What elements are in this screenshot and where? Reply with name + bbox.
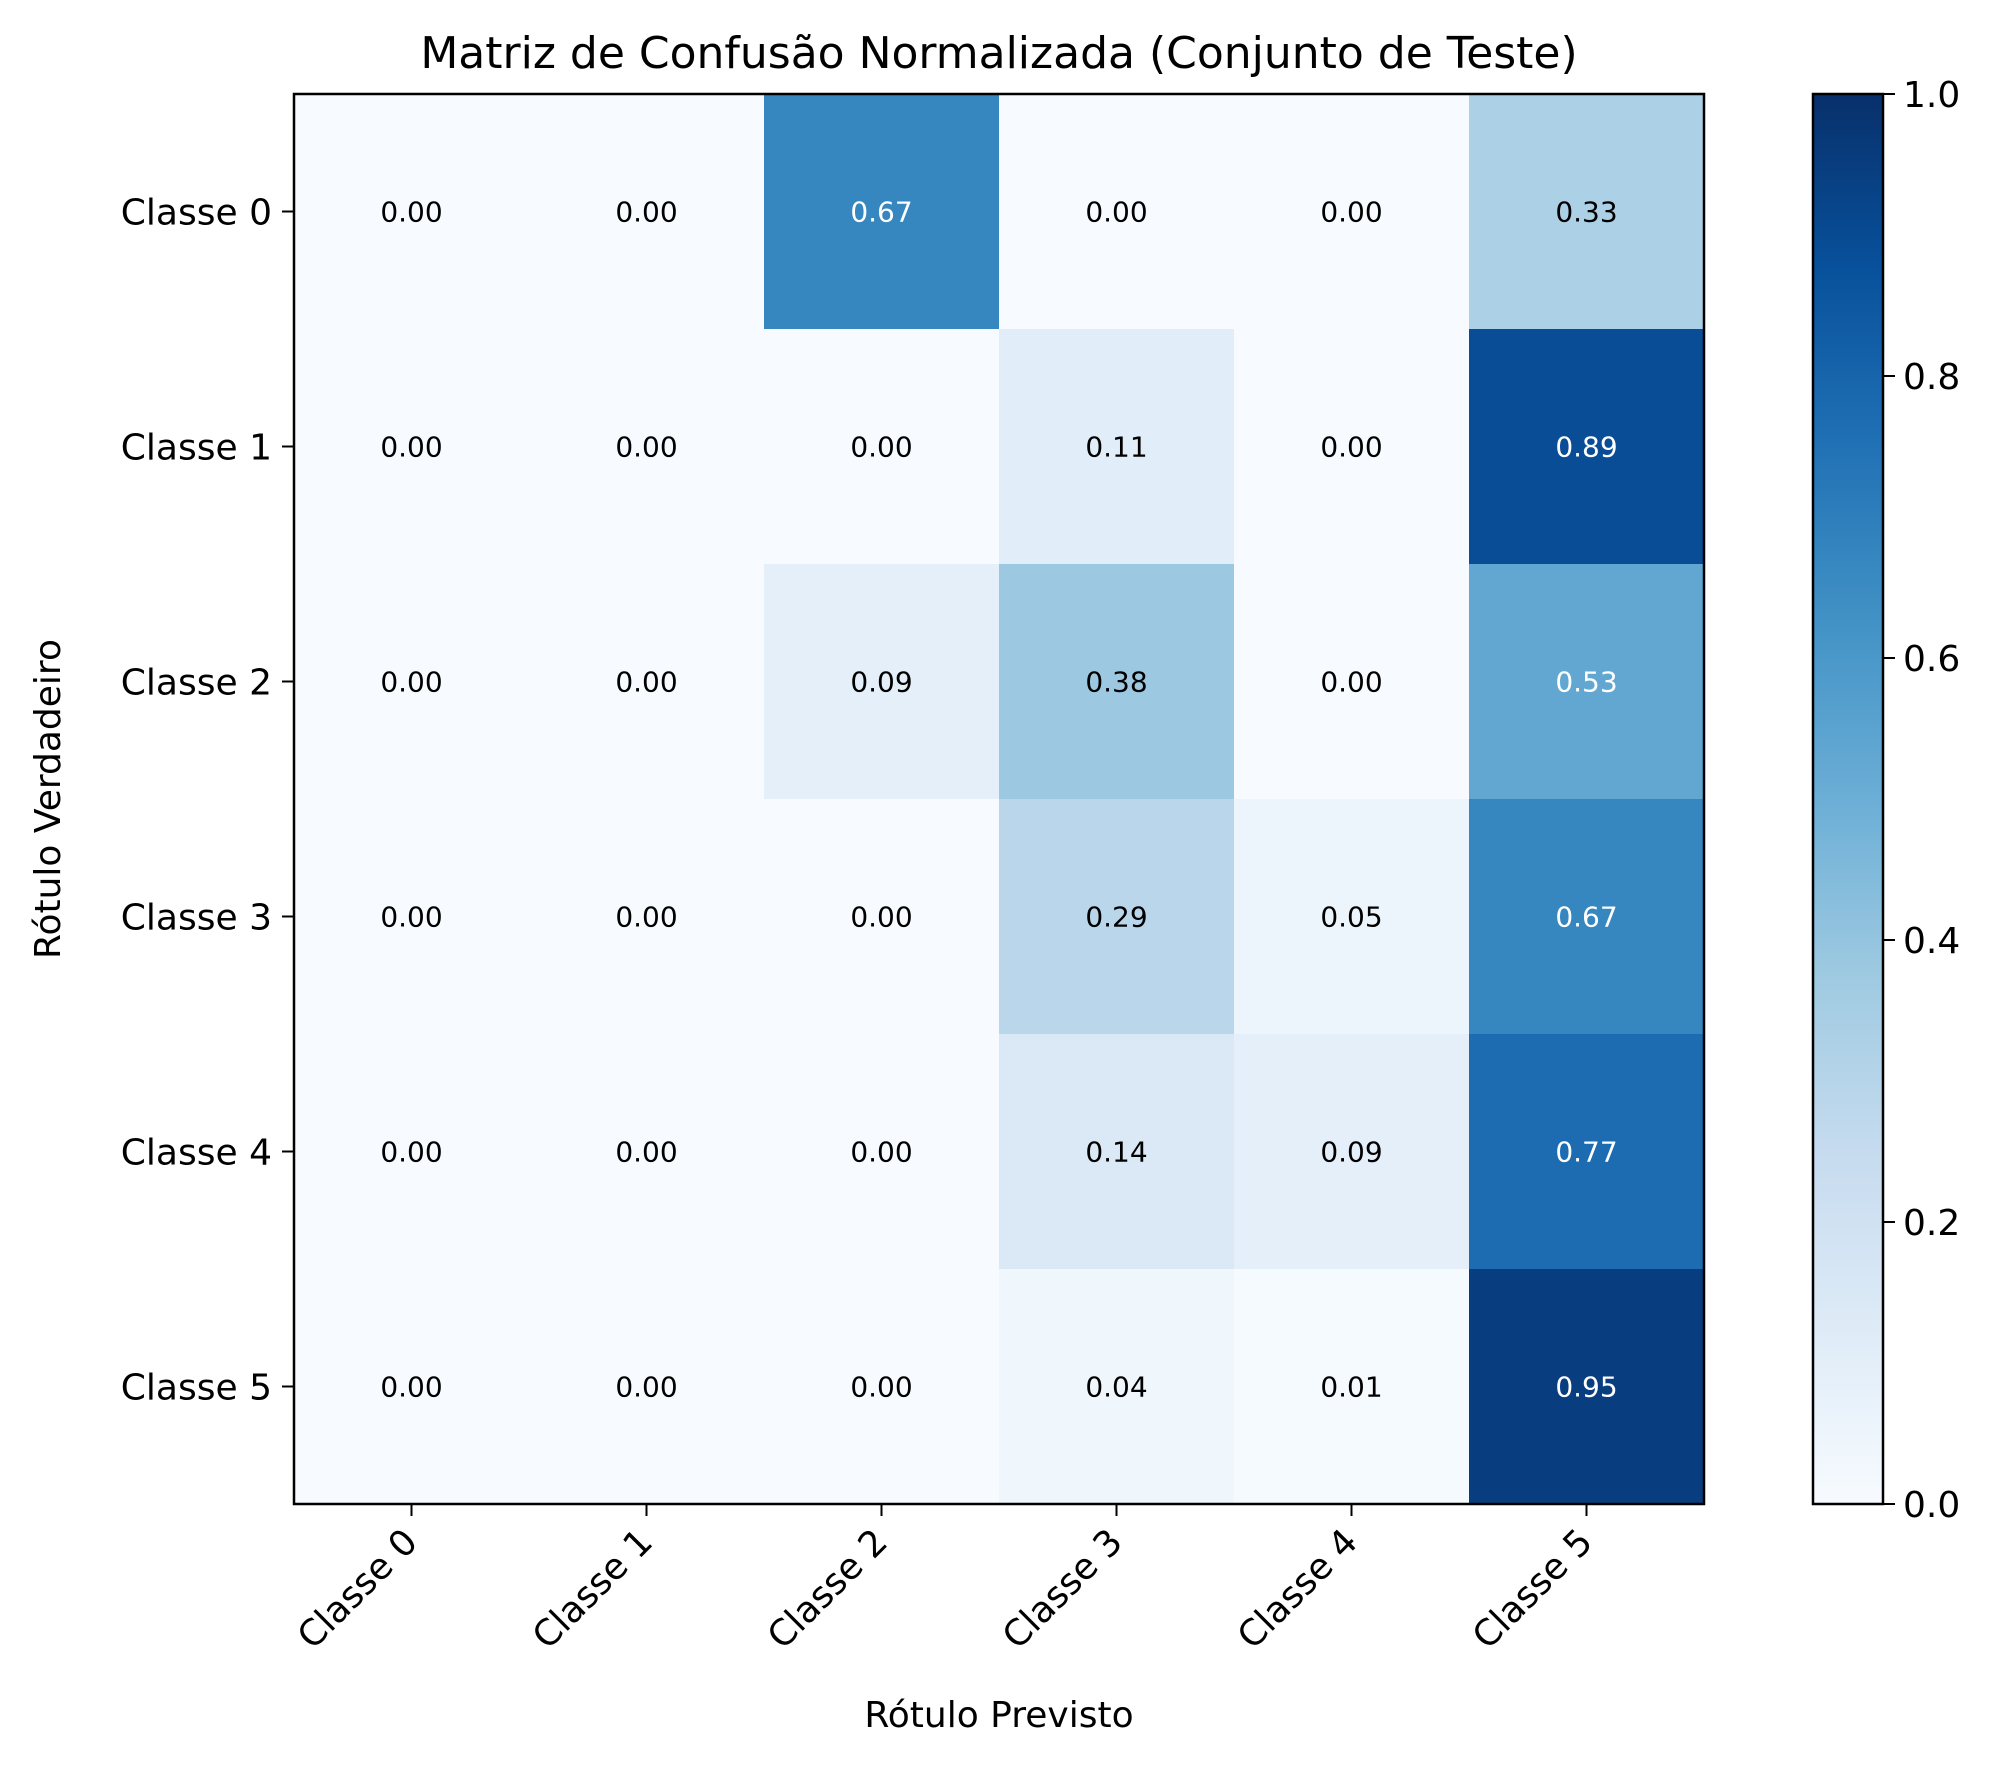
heatmap-cell — [764, 1034, 1000, 1270]
heatmap-cell — [1234, 1034, 1470, 1270]
colorbar-tick-label: 1.0 — [1903, 75, 1960, 116]
heatmap-cell — [294, 94, 530, 330]
colorbar-ticks: 0.0 0.2 0.4 0.6 0.8 1.0 — [1883, 75, 1960, 1526]
y-tick-label: Classe 4 — [121, 1133, 272, 1174]
cell-value-label: 0.00 — [1320, 431, 1382, 464]
cell-value-label: 0.53 — [1555, 666, 1617, 699]
heatmap-cell — [1469, 1034, 1705, 1270]
cell-value-label: 0.95 — [1555, 1371, 1617, 1404]
heatmap-cell — [1234, 799, 1470, 1035]
heatmap-cell — [529, 329, 765, 565]
cell-value-label: 0.00 — [850, 1371, 912, 1404]
colorbar-tick-label: 0.8 — [1903, 357, 1960, 398]
heatmap-cell — [999, 564, 1235, 800]
heatmap-cell — [764, 1269, 1000, 1505]
cell-value-label: 0.14 — [1085, 1136, 1147, 1169]
cell-value-label: 0.09 — [1320, 1136, 1382, 1169]
heatmap-cell — [1234, 564, 1470, 800]
heatmap-cell — [1234, 1269, 1470, 1505]
heatmap-cell-labels: 0.00 0.00 0.67 0.00 0.00 0.33 0.00 0.00 0.00 0.11… — [380, 196, 1617, 1404]
heatmap-cell — [999, 1269, 1235, 1505]
colorbar — [1811, 92, 1885, 1506]
heatmap-cell — [294, 1269, 530, 1505]
cell-value-label: 0.67 — [1555, 901, 1617, 934]
heatmap-cell — [1469, 329, 1705, 565]
heatmap-cell — [999, 94, 1235, 330]
cell-value-label: 0.33 — [1555, 196, 1617, 229]
heatmap-cell — [999, 799, 1235, 1035]
cell-value-label: 0.00 — [380, 1371, 442, 1404]
colorbar-tick-label: 0.4 — [1903, 921, 1960, 962]
heatmap-cell — [294, 564, 530, 800]
y-tick-label: Classe 3 — [121, 898, 272, 939]
heatmap-cell — [999, 1034, 1235, 1270]
cell-value-label: 0.67 — [850, 196, 912, 229]
y-tick-label: Classe 5 — [121, 1368, 272, 1409]
y-tick-label: Classe 2 — [121, 663, 272, 704]
cell-value-label: 0.09 — [850, 666, 912, 699]
x-axis-label: Rótulo Previsto — [864, 1695, 1133, 1736]
heatmap-cell — [294, 1034, 530, 1270]
y-axis-label: Rótulo Verdadeiro — [28, 639, 69, 959]
heatmap-cell — [529, 1034, 765, 1270]
plot-frame — [292, 92, 1706, 1506]
heatmap-cell — [1234, 329, 1470, 565]
heatmap-cell — [1469, 1269, 1705, 1505]
heatmap-cell — [1469, 799, 1705, 1035]
heatmap-cell — [764, 564, 1000, 800]
cell-value-label: 0.00 — [380, 666, 442, 699]
cell-value-label: 0.77 — [1555, 1136, 1617, 1169]
y-tick-label: Classe 1 — [121, 428, 272, 469]
heatmap-cell — [294, 329, 530, 565]
heatmap-cell — [1234, 94, 1470, 330]
heatmap-cells — [294, 94, 1705, 1505]
colorbar-tick-label: 0.2 — [1903, 1203, 1960, 1244]
cell-value-label: 0.00 — [615, 1371, 677, 1404]
cell-value-label: 0.00 — [615, 666, 677, 699]
cell-value-label: 0.00 — [380, 431, 442, 464]
cell-value-label: 0.89 — [1555, 431, 1617, 464]
y-tick-label: Classe 0 — [121, 193, 272, 234]
heatmap-cell — [999, 329, 1235, 565]
cell-value-label: 0.04 — [1085, 1371, 1147, 1404]
cell-value-label: 0.05 — [1320, 901, 1382, 934]
colorbar-tick-label: 0.0 — [1903, 1485, 1960, 1526]
cell-value-label: 0.29 — [1085, 901, 1147, 934]
heatmap-cell — [529, 799, 765, 1035]
cell-value-label: 0.00 — [1320, 196, 1382, 229]
cell-value-label: 0.00 — [1085, 196, 1147, 229]
cell-value-label: 0.00 — [615, 196, 677, 229]
heatmap-cell — [1469, 94, 1705, 330]
heatmap-cell — [529, 1269, 765, 1505]
heatmap-cell — [1469, 564, 1705, 800]
cell-value-label: 0.00 — [380, 196, 442, 229]
cell-value-label: 0.00 — [380, 1136, 442, 1169]
cell-value-label: 0.00 — [850, 1136, 912, 1169]
heatmap-cell — [529, 564, 765, 800]
colorbar-tick-label: 0.6 — [1903, 639, 1960, 680]
cell-value-label: 0.01 — [1320, 1371, 1382, 1404]
cell-value-label: 0.38 — [1085, 666, 1147, 699]
cell-value-label: 0.00 — [615, 1136, 677, 1169]
cell-value-label: 0.00 — [380, 901, 442, 934]
cell-value-label: 0.00 — [615, 431, 677, 464]
heatmap-cell — [764, 329, 1000, 565]
cell-value-label: 0.00 — [850, 431, 912, 464]
heatmap-cell — [529, 94, 765, 330]
cell-value-label: 0.00 — [615, 901, 677, 934]
cell-value-label: 0.11 — [1085, 431, 1147, 464]
cell-value-label: 0.00 — [1320, 666, 1382, 699]
chart-title: Matriz de Confusão Normalizada (Conjunto… — [420, 28, 1577, 79]
heatmap-cell — [764, 799, 1000, 1035]
heatmap-cell — [764, 94, 1000, 330]
heatmap-cell — [294, 799, 530, 1035]
cell-value-label: 0.00 — [850, 901, 912, 934]
y-axis-ticks: Classe 0 Classe 1 Classe 2 Classe 3 Classe 4… — [121, 193, 294, 1409]
